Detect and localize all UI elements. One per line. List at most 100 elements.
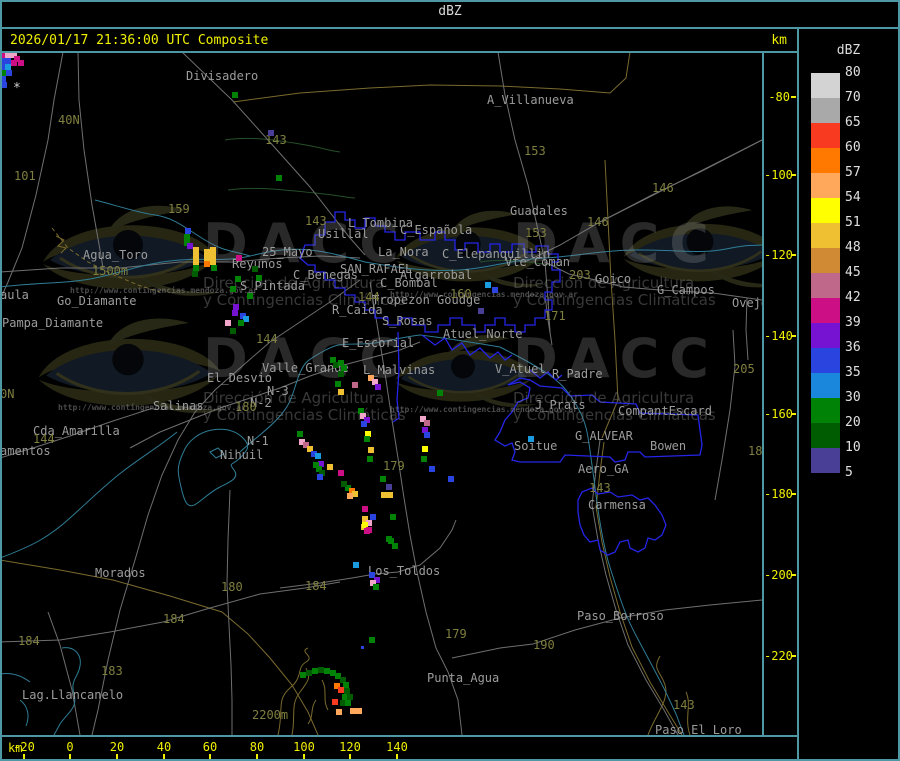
- right-axis-tick-label: -100: [764, 168, 793, 182]
- road-number-label: 184: [305, 579, 327, 593]
- road-number-label: 179: [383, 459, 405, 473]
- radar-echo-cell: [353, 562, 359, 568]
- radar-echo-cell: [315, 453, 321, 459]
- radar-echo-cell: [356, 708, 362, 714]
- radar-echo-cell: [352, 382, 358, 388]
- radar-echo-cell: [362, 522, 368, 528]
- radar-echo-cell: [365, 431, 371, 437]
- radar-echo-cell: [388, 538, 394, 544]
- bottom-axis-tick-label: 40: [156, 740, 172, 754]
- legend-swatch: [811, 398, 840, 423]
- radar-echo-cell: [18, 60, 24, 66]
- watermark-line1: Dirección de Agricultura: [513, 274, 695, 292]
- radar-echo-cell: [316, 466, 322, 472]
- place-label: Oveje: [732, 296, 762, 310]
- radar-echo-cell: [364, 436, 370, 442]
- radar-map[interactable]: DACC Dirección de Agricultura y Contingenc…: [2, 53, 762, 735]
- map-bottom-border: [2, 735, 797, 737]
- radar-echo-cell: [424, 432, 430, 438]
- radar-echo-cell: [338, 687, 344, 693]
- legend-swatch: [811, 148, 840, 173]
- place-label: Valle_Grande: [262, 361, 349, 375]
- radar-echo-cell: [528, 436, 534, 442]
- radar-echo-cell: [341, 365, 347, 371]
- radar-echo-cell: [5, 53, 11, 58]
- district-boundaries: [299, 211, 703, 556]
- legend-swatch: [811, 273, 840, 298]
- legend-tick-label: 60: [845, 140, 861, 155]
- radar-echo-cell: [252, 266, 258, 272]
- place-label: Los_Toldos: [368, 564, 441, 578]
- place-label: Divisadero: [186, 69, 259, 83]
- right-axis-tick: [791, 254, 796, 256]
- watermark-brand: DACC: [203, 327, 409, 390]
- place-label: El_Desvio: [207, 371, 273, 385]
- radar-echo-cell: [276, 175, 282, 181]
- radar-echo-cell: [330, 357, 336, 363]
- radar-echo-cell: [204, 261, 210, 267]
- bottom-axis-tick: [349, 754, 351, 759]
- radar-echo-cell: [343, 682, 349, 688]
- place-label: Usillal: [318, 227, 369, 241]
- road-number-label: 205: [733, 362, 755, 376]
- right-axis-tick: [791, 174, 796, 176]
- legend-tick-label: 10: [845, 440, 861, 455]
- map-linework: [2, 53, 762, 735]
- radar-echo-cell: [332, 699, 338, 705]
- radar-echo-cell: [318, 667, 324, 673]
- right-axis-tick: [791, 96, 796, 98]
- place-label: N-3: [267, 384, 289, 398]
- legend-tick-label: 65: [845, 115, 861, 130]
- road-number-label: 183: [101, 664, 123, 678]
- radar-echo-cell: [338, 470, 344, 476]
- place-label: Goico: [595, 272, 632, 286]
- legend-swatch: [811, 423, 840, 448]
- legend-swatch: [811, 248, 840, 273]
- place-label: S_Rosas: [382, 314, 433, 328]
- radar-echo-cell: [362, 506, 368, 512]
- bottom-axis-tick: [396, 754, 398, 759]
- right-axis-tick-label: -80: [768, 90, 790, 104]
- watermark-brand: DACC: [513, 212, 719, 275]
- radar-echo-cell: [238, 320, 244, 326]
- radar-echo-cell: [422, 427, 428, 433]
- radar-echo-cell: [14, 56, 20, 62]
- radar-echo-cell: [345, 700, 351, 706]
- radar-echo-cell: [367, 456, 373, 462]
- place-label: R_Caida: [332, 303, 383, 317]
- right-axis-tick: [791, 413, 796, 415]
- radar-echo-cell: [424, 420, 430, 426]
- place-label: S_Pintada: [240, 279, 306, 293]
- bottom-axis-tick: [116, 754, 118, 759]
- watermark-line2: y Contingencias Climáticas: [203, 291, 406, 309]
- road-number-label: 179: [445, 627, 467, 641]
- legend-tick-label: 5: [845, 465, 853, 480]
- radar-echo-cell: [342, 694, 348, 700]
- radar-echo-cell: [364, 417, 370, 423]
- radar-echo-cell: [318, 461, 324, 467]
- place-label: Paso_Borroso: [577, 609, 664, 623]
- watermark-line2: y Contingencias Climáticas: [513, 291, 716, 309]
- road-number-label: 143: [589, 481, 611, 495]
- bottom-axis-tick-label: 80: [249, 740, 265, 754]
- place-label: Salinas: [153, 399, 204, 413]
- legend-tick-label: 57: [845, 165, 861, 180]
- radar-echo-cell: [211, 265, 217, 271]
- right-axis-tick-label: -220: [764, 649, 793, 663]
- radar-echo-cell: [319, 470, 325, 476]
- radar-echo-cell: [344, 688, 350, 694]
- radar-echo-cell: [485, 282, 491, 288]
- radar-echo-cell: [307, 446, 313, 452]
- radar-echo-cell: [5, 64, 11, 70]
- place-label: Go_Diamante: [57, 294, 137, 308]
- watermark-line2: y Contingencias Climáticas: [513, 406, 716, 424]
- road-number-label: 153: [524, 144, 546, 158]
- right-axis-unit-label: km: [771, 33, 787, 48]
- right-axis-tick: [791, 574, 796, 576]
- right-axis-tick-label: -120: [764, 248, 793, 262]
- legend-tick-label: 80: [845, 65, 861, 80]
- radar-echo-cell: [420, 416, 426, 422]
- radar-echo-cell: [5, 58, 11, 64]
- radar-echo-cell: [340, 700, 346, 706]
- radar-echo-cell: [369, 637, 375, 643]
